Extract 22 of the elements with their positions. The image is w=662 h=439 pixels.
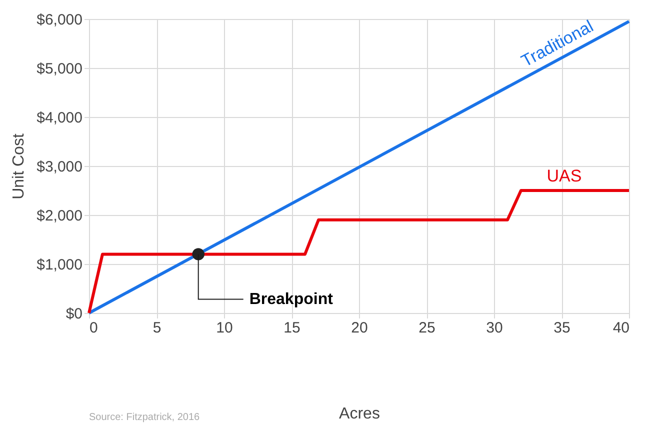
y-tick-label: $6,000 bbox=[36, 12, 82, 28]
y-axis-title: Unit Cost bbox=[10, 133, 28, 200]
y-tick-label: $1,000 bbox=[36, 256, 82, 274]
y-tick-label: $2,000 bbox=[36, 208, 82, 224]
series-label: UAS bbox=[546, 166, 582, 186]
line-series bbox=[88, 189, 630, 314]
x-tick-label: 5 bbox=[152, 320, 162, 336]
x-tick-label: 10 bbox=[216, 320, 233, 336]
x-tick-label: 30 bbox=[486, 320, 503, 336]
x-tick-label: 20 bbox=[351, 320, 368, 336]
x-axis-title: Acres bbox=[339, 406, 380, 422]
x-tick-label: 15 bbox=[284, 320, 300, 336]
x-tick-label: 0 bbox=[90, 320, 98, 336]
y-tick-label: $0 bbox=[66, 306, 82, 322]
y-tick-label: $5,000 bbox=[36, 60, 82, 78]
y-tick-label: $4,000 bbox=[36, 110, 82, 126]
x-tick-label: 25 bbox=[418, 320, 436, 336]
source-note: Source: Fitzpatrick, 2016 bbox=[89, 412, 200, 423]
x-tick-label: 35 bbox=[554, 320, 570, 336]
y-tick-label: $3,000 bbox=[36, 158, 82, 176]
x-tick-label: 40 bbox=[612, 320, 630, 336]
annotation: Breakpoint bbox=[249, 291, 334, 308]
